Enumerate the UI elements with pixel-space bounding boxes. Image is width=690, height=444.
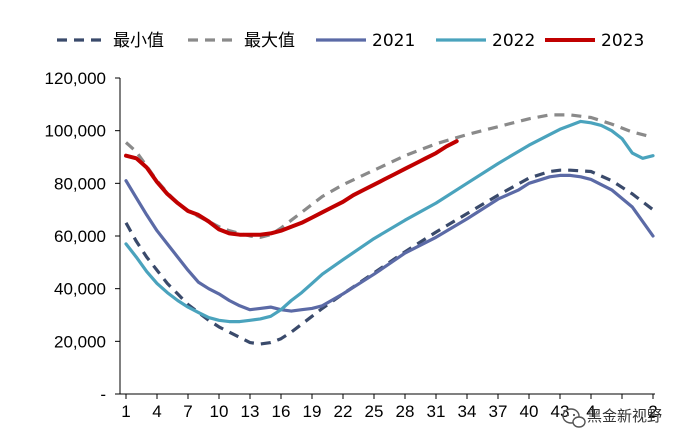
legend-label: 最大值 bbox=[244, 31, 295, 51]
y-tick-label: 40,000 bbox=[54, 280, 106, 299]
series-line-2021 bbox=[124, 173, 655, 313]
y-tick-label: 120,000 bbox=[45, 69, 106, 88]
legend-item-2023: 2023 bbox=[545, 31, 644, 51]
legend-label: 2023 bbox=[601, 31, 644, 51]
x-tick-label: 19 bbox=[303, 402, 322, 421]
x-tick-label: 4 bbox=[586, 402, 595, 421]
y-tick-label: 20,000 bbox=[54, 332, 106, 351]
legend-label: 最小值 bbox=[113, 31, 164, 51]
series-line-最小值 bbox=[124, 168, 654, 346]
series-line-最大值 bbox=[124, 113, 654, 239]
legend: 最小值 最大值 2021 2022 2023 bbox=[57, 31, 644, 51]
x-tick-label: 4 bbox=[152, 402, 161, 421]
watermark: 黑金新视野 bbox=[562, 407, 662, 428]
legend-item-最大值: 最大值 bbox=[188, 31, 295, 51]
y-tick-label: 60,000 bbox=[54, 227, 106, 246]
y-tick-label: - bbox=[100, 385, 106, 404]
x-tick-label: 40 bbox=[520, 402, 539, 421]
legend-label: 2021 bbox=[372, 31, 415, 51]
x-tick-label: 7 bbox=[183, 402, 192, 421]
x-tick-label: 25 bbox=[365, 402, 384, 421]
x-tick-label: 34 bbox=[458, 402, 477, 421]
x-tick-label: 13 bbox=[241, 402, 260, 421]
x-tick-label: 28 bbox=[396, 402, 415, 421]
x-tick-label: 43 bbox=[551, 402, 570, 421]
y-tick-label: 100,000 bbox=[45, 122, 106, 141]
legend-item-2022: 2022 bbox=[436, 31, 535, 51]
legend-label: 2022 bbox=[492, 31, 535, 51]
x-tick-label: 16 bbox=[272, 402, 291, 421]
wechat-icon bbox=[562, 408, 586, 428]
x-tick-label: 22 bbox=[334, 402, 353, 421]
watermark-text: 黑金新视野 bbox=[587, 407, 662, 425]
series-line-2022 bbox=[124, 119, 655, 324]
x-axis: 1 4 7 10 13 16 19 22 25 28 31 34 37 40 43 4 2 bbox=[120, 393, 658, 421]
x-tick-label: 37 bbox=[489, 402, 508, 421]
y-tick-label: 80,000 bbox=[54, 174, 106, 193]
x-tick-label: 2 bbox=[648, 402, 657, 421]
legend-item-最小值: 最小值 bbox=[57, 31, 164, 51]
y-axis: - 20,000 40,000 60,000 80,000 100,000 120,000 bbox=[45, 69, 121, 404]
x-tick-label: 1 bbox=[121, 402, 130, 421]
series-line-2023 bbox=[124, 139, 459, 237]
x-tick-label: 31 bbox=[427, 402, 446, 421]
legend-item-2021: 2021 bbox=[316, 31, 415, 51]
plot-area bbox=[124, 113, 655, 346]
x-tick-label: 10 bbox=[210, 402, 229, 421]
